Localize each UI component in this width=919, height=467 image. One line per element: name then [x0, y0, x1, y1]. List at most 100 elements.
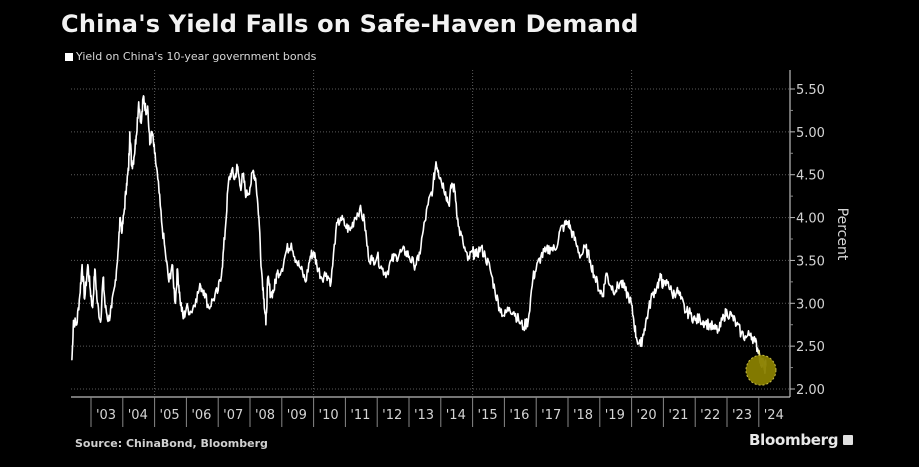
data-point — [171, 264, 173, 266]
data-point — [111, 307, 113, 309]
data-point — [249, 187, 251, 189]
data-point — [694, 319, 696, 321]
data-point — [157, 178, 159, 180]
data-point — [484, 255, 486, 257]
data-point — [656, 285, 658, 287]
data-point — [615, 289, 617, 291]
data-point — [457, 225, 459, 227]
data-point — [708, 324, 711, 326]
data-point — [135, 135, 137, 137]
data-point — [740, 332, 742, 334]
data-point — [499, 307, 501, 309]
x-tick-label: '17 — [541, 408, 561, 423]
data-point — [168, 281, 170, 283]
data-point — [127, 169, 130, 171]
data-point — [349, 229, 351, 231]
data-point — [376, 255, 378, 257]
data-point — [726, 311, 728, 313]
data-point — [427, 204, 429, 206]
data-point — [102, 277, 104, 279]
data-point — [522, 326, 525, 328]
data-point — [255, 178, 257, 180]
data-point — [422, 229, 424, 231]
y-tick-label: 2.50 — [796, 340, 825, 355]
legend-label: Yield on China's 10-year government bond… — [76, 50, 317, 63]
bloomberg-chart-icon — [843, 435, 854, 445]
data-point — [119, 217, 121, 219]
data-point — [138, 101, 140, 103]
data-point — [594, 277, 596, 279]
data-point — [567, 221, 569, 223]
data-point — [451, 182, 453, 184]
data-point — [494, 289, 496, 291]
data-point — [273, 289, 275, 291]
x-tick-label: '06 — [191, 408, 211, 423]
data-point — [236, 165, 238, 167]
data-point — [417, 259, 420, 261]
data-point — [290, 242, 292, 244]
x-tick-label: '03 — [96, 408, 116, 423]
data-point — [224, 229, 226, 231]
y-axis-ticks: 2.00 2.50 3.00 3.50 4.00 4.50 5.00 5.50 — [790, 83, 825, 398]
data-point — [154, 152, 156, 154]
data-point — [371, 259, 373, 261]
data-point — [195, 298, 197, 300]
data-point — [92, 307, 94, 309]
data-point — [190, 311, 192, 313]
x-axis-ticks: '03 '04 '05 '06 '07 '08 '09 '10 '11 '12 '13 '14 '15 '… — [90, 397, 784, 427]
data-point — [584, 247, 587, 249]
data-point — [386, 272, 388, 274]
data-point — [540, 255, 542, 257]
y-axis-label: Percent — [834, 208, 850, 261]
data-point — [667, 281, 669, 283]
data-point — [750, 332, 752, 334]
data-point — [489, 268, 491, 270]
data-point — [671, 294, 673, 296]
data-point — [718, 330, 720, 332]
x-tick-label: '14 — [446, 408, 466, 423]
data-point — [89, 289, 91, 291]
data-point — [151, 131, 153, 133]
data-point — [354, 217, 356, 219]
data-point — [131, 165, 133, 167]
data-point — [221, 268, 223, 270]
data-point — [76, 324, 78, 326]
data-point — [367, 255, 369, 257]
data-point — [245, 195, 247, 197]
bloomberg-logo: Bloomberg — [749, 431, 854, 449]
data-point — [239, 187, 242, 189]
data-point — [575, 242, 577, 244]
data-point — [660, 277, 662, 279]
source-note: Source: ChinaBond, Bloomberg — [75, 437, 268, 450]
data-point — [731, 315, 733, 317]
data-point — [680, 298, 682, 300]
data-point — [513, 311, 515, 313]
data-point — [96, 302, 98, 304]
data-point — [133, 157, 135, 159]
data-point — [689, 313, 692, 315]
x-tick-label: '04 — [128, 408, 148, 423]
data-point — [381, 268, 383, 270]
x-tick-label: '18 — [573, 408, 593, 423]
y-tick-label: 5.50 — [796, 83, 825, 98]
data-point — [179, 298, 181, 300]
data-point — [643, 328, 645, 330]
data-point — [165, 255, 167, 257]
data-point — [99, 321, 102, 323]
data-point — [321, 277, 323, 279]
data-point — [554, 249, 556, 251]
y-tick-label: 3.50 — [796, 254, 825, 269]
data-point — [142, 95, 145, 97]
data-point — [454, 191, 456, 193]
data-point — [435, 161, 437, 163]
data-point — [123, 208, 125, 210]
data-point — [208, 307, 210, 309]
data-point — [129, 131, 131, 133]
data-point — [316, 264, 318, 266]
x-tick-label: '24 — [764, 408, 784, 423]
data-point — [286, 249, 288, 251]
data-point — [359, 208, 361, 210]
data-point — [203, 289, 205, 291]
data-point — [545, 251, 547, 253]
